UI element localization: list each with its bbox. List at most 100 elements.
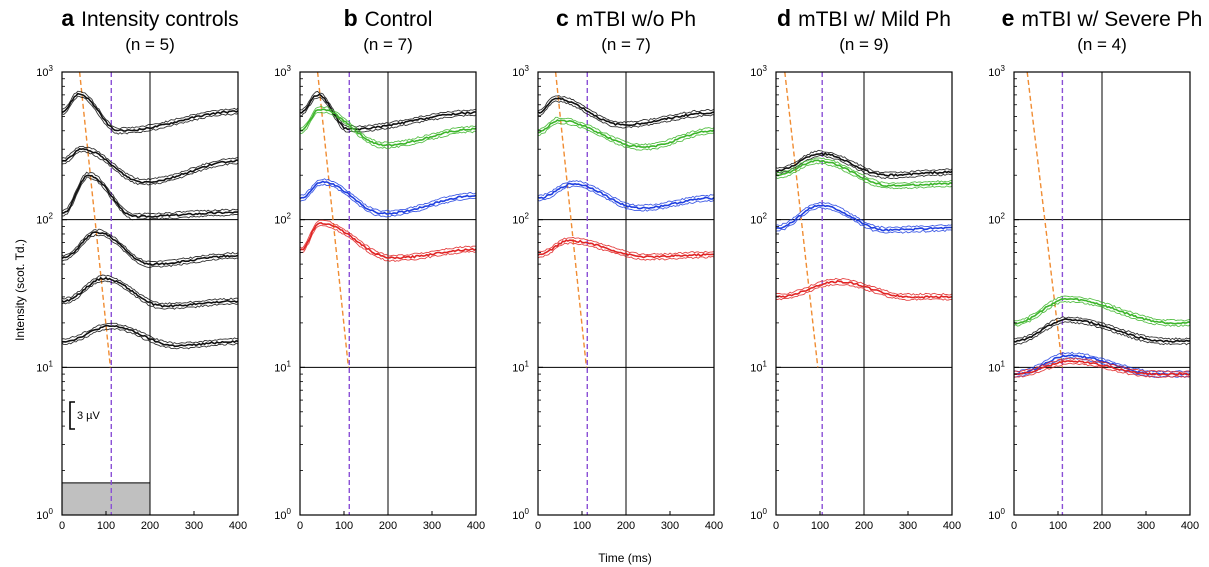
y-tick-base: 10 <box>750 67 762 79</box>
series-trace-blue <box>538 185 714 212</box>
panels-group: a Intensity controls(n = 5)0 100 200 300 4001… <box>36 5 1202 532</box>
panel-subtitle: (n = 7) <box>601 35 651 54</box>
x-tick-label: 100 <box>573 520 591 532</box>
y-tick-label: 101 <box>36 359 53 374</box>
y-tick-exponent: 2 <box>763 212 768 221</box>
series-black-1 <box>62 145 238 186</box>
x-tick-label: 200 <box>141 520 159 532</box>
plot-area <box>300 72 476 515</box>
series-trace-blue <box>1014 351 1190 373</box>
y-tick-label: 100 <box>36 507 53 522</box>
y-tick-exponent: 3 <box>1001 64 1006 73</box>
y-tick-label: 102 <box>36 212 53 227</box>
series-trace-green <box>538 122 714 151</box>
y-tick-exponent: 0 <box>287 507 292 516</box>
y-tick-exponent: 0 <box>49 507 54 516</box>
series-blue-2 <box>300 178 476 218</box>
series-trace-red <box>1014 362 1190 379</box>
panel-title: e mTBI w/ Severe Ph <box>1002 5 1203 31</box>
panel-title-text: mTBI w/ Mild Ph <box>798 8 951 31</box>
y-tick-base: 10 <box>274 67 286 79</box>
amplitude-scale-label: 3 µV <box>77 410 101 422</box>
series-trace-black <box>62 174 238 219</box>
series-trace-black <box>62 171 238 215</box>
series-red-3 <box>776 277 952 301</box>
series-trace-black <box>62 274 238 305</box>
x-tick-label: 400 <box>1181 520 1199 532</box>
plot-area <box>538 72 714 515</box>
stimulus-bar <box>61 482 151 516</box>
series-trace-black <box>62 228 238 263</box>
panel-subtitle: (n = 9) <box>839 35 889 54</box>
series-trace-black <box>1014 321 1190 346</box>
plot-area <box>62 72 238 515</box>
x-tick-label: 0 <box>297 520 303 532</box>
y-tick-exponent: 2 <box>49 212 54 221</box>
plot-area <box>776 72 952 515</box>
y-tick-label: 103 <box>750 64 767 79</box>
series-blue-2 <box>776 201 952 234</box>
y-tick-exponent: 2 <box>525 212 530 221</box>
y-tick-exponent: 3 <box>525 64 530 73</box>
series-trace-red <box>538 236 714 256</box>
y-tick-base: 10 <box>36 510 48 522</box>
series-trace-red <box>538 239 714 259</box>
amplitude-scale-bar <box>69 401 75 430</box>
latency-fit-dashed-line <box>78 72 112 368</box>
series-trace-green <box>776 159 952 188</box>
y-tick-label: 100 <box>988 507 1005 522</box>
series-trace-black <box>62 92 238 132</box>
series-trace-red <box>300 224 476 263</box>
panel-a: a Intensity controls(n = 5)0 100 200 300 4001… <box>36 5 247 532</box>
y-tick-base: 10 <box>36 215 48 227</box>
series-trace-black <box>62 147 238 184</box>
panel-d: d mTBI w/ Mild Ph(n = 9)0 100 200 300 4001001… <box>750 5 961 532</box>
series-trace-black <box>1014 316 1190 341</box>
series-green-1 <box>538 116 714 151</box>
series-trace-black <box>538 95 714 124</box>
series-black-1 <box>1014 316 1190 346</box>
x-tick-label: 0 <box>1011 520 1017 532</box>
series-trace-black <box>62 145 238 181</box>
series-trace-red <box>776 283 952 301</box>
series-trace-red <box>1014 357 1190 373</box>
y-tick-base: 10 <box>512 67 524 79</box>
panel-subtitle: (n = 4) <box>1077 35 1127 54</box>
series-trace-black <box>62 150 238 186</box>
series-trace-blue <box>300 178 476 212</box>
y-tick-exponent: 1 <box>49 359 54 368</box>
plot-area <box>1014 72 1190 515</box>
panel-e: e mTBI w/ Severe Ph(n = 4)0 100 200 300 40010… <box>988 5 1202 532</box>
panel-title: b Control <box>344 5 433 31</box>
latency-fit-dashed-line <box>784 72 819 368</box>
x-tick-label: 0 <box>535 520 541 532</box>
x-tick-label: 100 <box>811 520 829 532</box>
x-tick-label: 400 <box>705 520 723 532</box>
series-red-3 <box>538 236 714 261</box>
series-trace-black <box>62 176 238 221</box>
series-trace-black <box>538 97 714 126</box>
x-tick-label: 100 <box>97 520 115 532</box>
y-tick-exponent: 0 <box>1001 507 1006 516</box>
panel-title-text: mTBI w/ Severe Ph <box>1021 8 1202 31</box>
series-trace-black <box>62 328 238 350</box>
series-black-5 <box>62 322 238 350</box>
series-trace-black <box>300 90 476 128</box>
series-trace-black <box>62 95 238 135</box>
series-trace-black <box>776 152 952 177</box>
x-tick-label: 300 <box>423 520 441 532</box>
series-trace-black <box>62 324 238 348</box>
y-tick-label: 101 <box>750 359 767 374</box>
series-trace-blue <box>300 180 476 215</box>
y-tick-label: 101 <box>988 359 1005 374</box>
panel-letter: c <box>556 5 569 31</box>
y-tick-exponent: 0 <box>763 507 768 516</box>
x-tick-label: 200 <box>855 520 873 532</box>
x-axis-label: Time (ms) <box>598 551 652 565</box>
series-trace-green <box>538 119 714 149</box>
panel-title: c mTBI w/o Ph <box>556 5 696 31</box>
series-trace-black <box>62 234 238 269</box>
series-red-3 <box>300 219 476 263</box>
y-tick-base: 10 <box>988 362 1000 374</box>
